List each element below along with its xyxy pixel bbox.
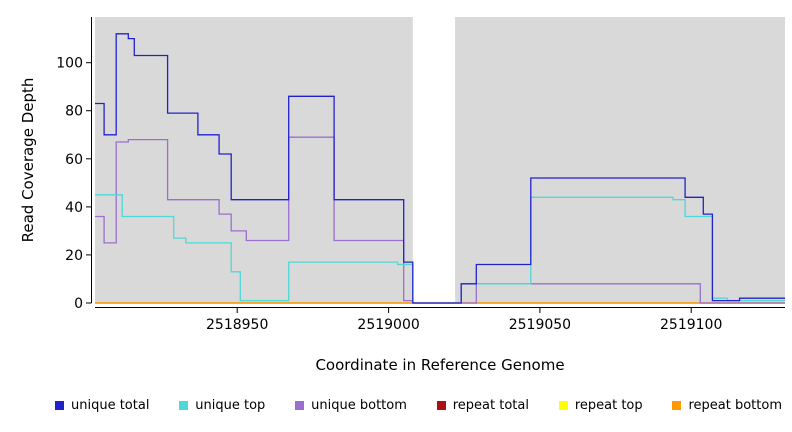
svg-text:2519000: 2519000 bbox=[357, 317, 419, 333]
svg-text:100: 100 bbox=[56, 56, 83, 72]
legend-label: repeat total bbox=[452, 398, 529, 413]
legend-item-unique-top: unique top bbox=[179, 398, 265, 413]
legend-label: unique bottom bbox=[311, 398, 407, 413]
repeat-top-swatch-icon bbox=[558, 401, 568, 410]
svg-text:0: 0 bbox=[74, 296, 83, 312]
legend-label: unique top bbox=[195, 398, 266, 413]
legend-item-unique-total: unique total bbox=[55, 398, 149, 413]
legend: unique total unique top unique bottom re… bbox=[0, 398, 792, 413]
svg-text:2518950: 2518950 bbox=[206, 317, 268, 333]
legend-item-repeat-top: repeat top bbox=[558, 398, 643, 413]
svg-text:2519100: 2519100 bbox=[660, 317, 722, 333]
unique-top-swatch-icon bbox=[179, 401, 189, 410]
repeat-total-swatch-icon bbox=[436, 401, 446, 410]
legend-item-unique-bottom: unique bottom bbox=[295, 398, 407, 413]
svg-text:2519050: 2519050 bbox=[509, 317, 571, 333]
svg-text:80: 80 bbox=[65, 104, 83, 120]
svg-text:60: 60 bbox=[65, 152, 83, 168]
repeat-bottom-swatch-icon bbox=[672, 401, 682, 410]
svg-text:40: 40 bbox=[65, 200, 83, 216]
legend-item-repeat-total: repeat total bbox=[436, 398, 529, 413]
legend-label: repeat bottom bbox=[688, 398, 782, 413]
y-axis-label: Read Coverage Depth bbox=[19, 77, 37, 243]
svg-text:20: 20 bbox=[65, 248, 83, 264]
unique-total-swatch-icon bbox=[55, 401, 64, 410]
x-axis-label: Coordinate in Reference Genome bbox=[315, 356, 565, 374]
unique-bottom-swatch-icon bbox=[295, 401, 305, 410]
legend-label: repeat top bbox=[574, 398, 643, 413]
legend-label: unique total bbox=[71, 398, 150, 413]
legend-item-repeat-bottom: repeat bottom bbox=[672, 398, 782, 413]
coverage-plot: 0 20 40 60 80 100 2518950 2519000 2519050 2519100 bbox=[56, 17, 785, 333]
